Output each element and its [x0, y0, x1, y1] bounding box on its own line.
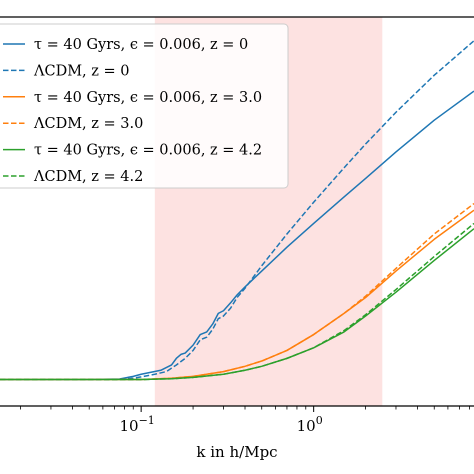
legend-label: τ = 40 Gyrs, ϵ = 0.006, z = 3.0 — [34, 90, 262, 106]
legend-label: ΛCDM, z = 4.2 — [33, 169, 143, 185]
series-line-4 — [0, 202, 474, 381]
series-lines — [0, 40, 474, 381]
series-line-1 — [0, 90, 474, 381]
series-line-2 — [0, 40, 474, 381]
x-tick-label: 100 — [297, 414, 323, 435]
x-axis-label: k in h/Mpc — [196, 443, 277, 461]
legend: τ = 40 Gyrs, ϵ = 0.006, z = 0 ΛCDM, z = 0… — [0, 23, 289, 189]
legend-label: ΛCDM, z = 0 — [33, 63, 130, 79]
legend-label: τ = 40 Gyrs, ϵ = 0.006, z = 4.2 — [34, 143, 262, 159]
x-tick-label: 10−1 — [119, 414, 154, 435]
x-axis-ticks: 10−1 100 — [20, 406, 470, 435]
legend-label: ΛCDM, z = 3.0 — [33, 116, 143, 132]
legend-label: τ = 40 Gyrs, ϵ = 0.006, z = 0 — [34, 37, 248, 53]
legend-frame — [0, 23, 289, 189]
series-line-6 — [0, 222, 474, 381]
